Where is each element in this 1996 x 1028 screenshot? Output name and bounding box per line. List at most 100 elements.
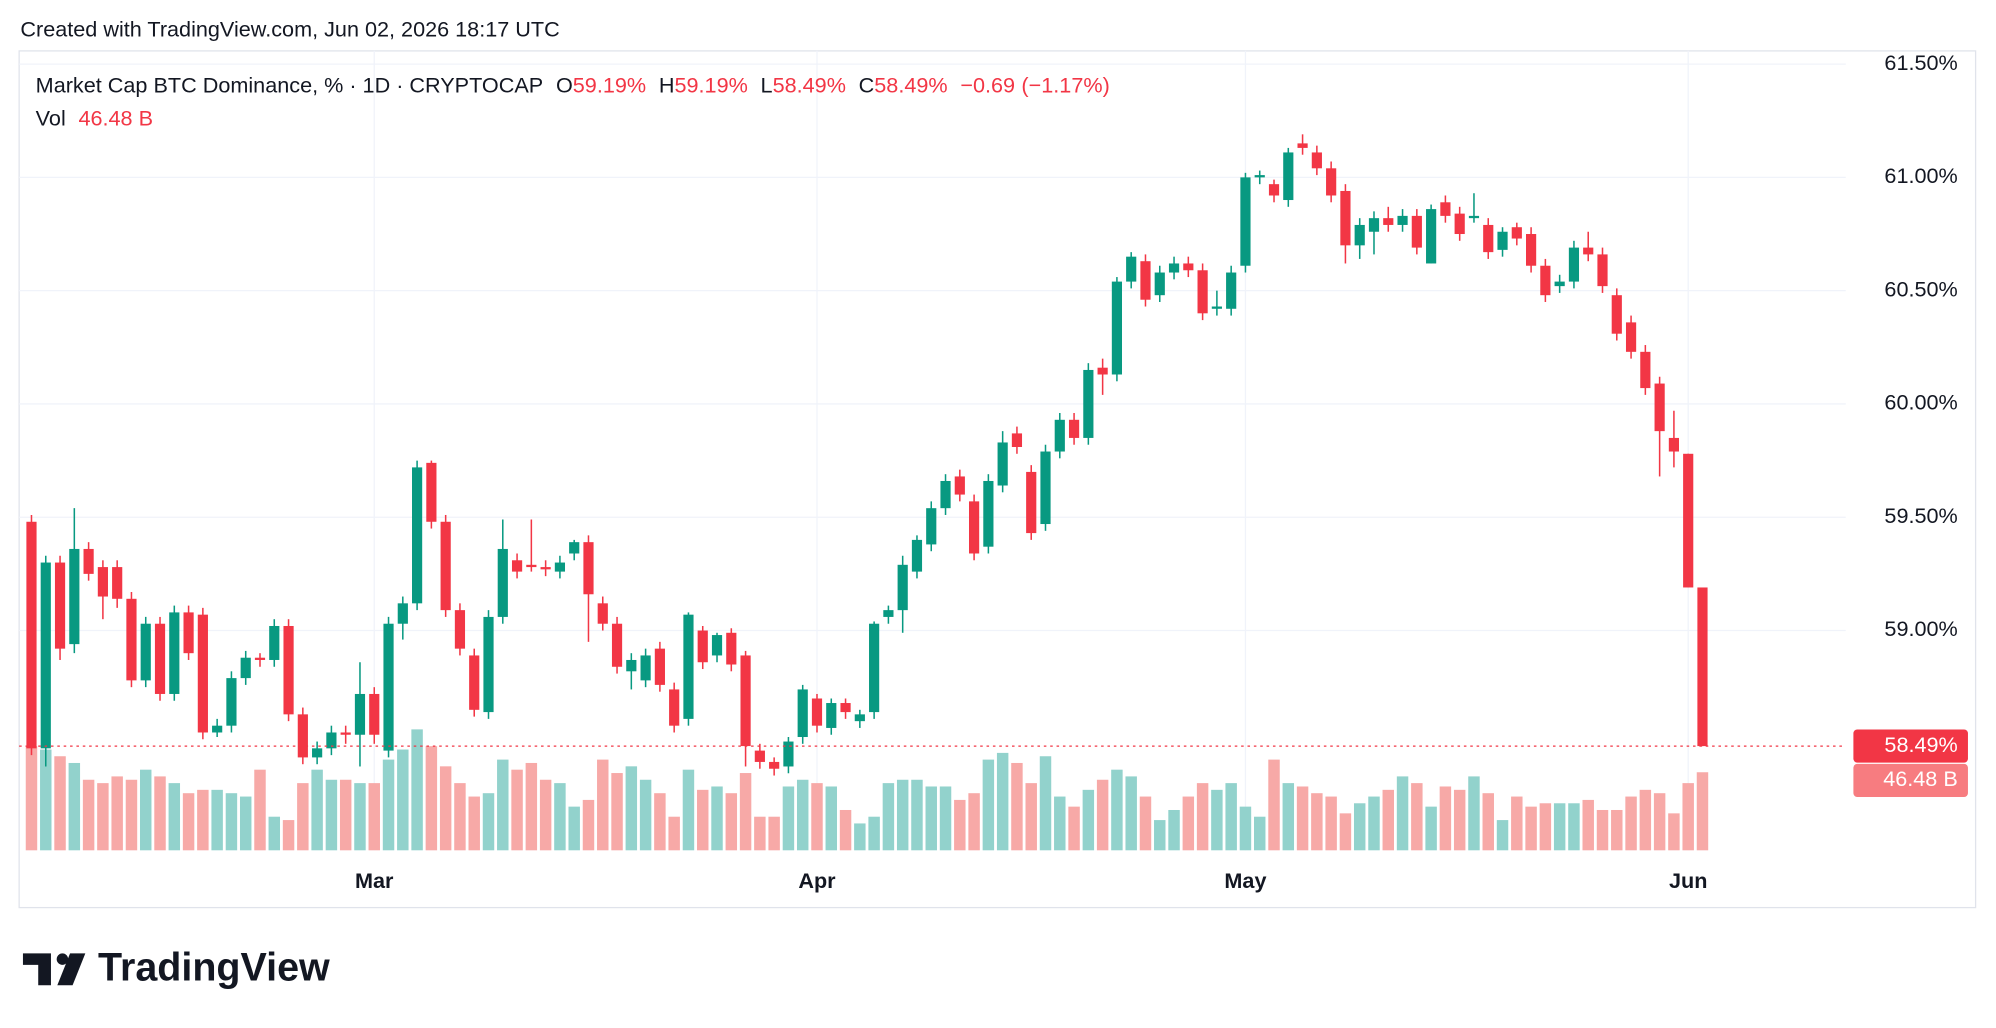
candle-body [354,693,366,735]
candle-body [140,623,151,681]
candle-body [1568,247,1580,282]
y-tick-label: 60.50% [1884,276,1957,301]
candle-body [1154,272,1165,296]
volume-layer [25,729,1709,851]
candle-body [1697,587,1708,747]
volume-bar [1625,796,1637,851]
volume-key: Vol [36,105,66,130]
volume-bar [411,729,423,851]
candle-body [1297,143,1308,148]
volume-bar [868,816,880,851]
candle-body [1011,433,1023,447]
volume-bar [1482,793,1494,851]
volume-bar [1525,806,1537,851]
logo-dot [56,953,69,965]
volume-bar [1425,806,1437,851]
volume-bar [1039,756,1052,851]
volume-bar [339,779,352,851]
candle-body [183,612,194,654]
volume-bar [825,786,838,851]
candle-body [397,603,408,624]
volume-bar [539,779,552,851]
candle-body [969,501,980,554]
volume-bar [1082,789,1095,851]
y-tick-label: 61.50% [1884,50,1957,75]
candle-body [497,548,508,617]
candle-body [126,598,137,681]
volume-bar [1511,796,1523,851]
candle-body [1454,213,1465,235]
volume-bar [1496,820,1509,851]
candle-body [1440,202,1451,216]
volume-bar [1225,783,1237,851]
candle-body [554,562,566,572]
candle-body [1654,383,1665,432]
volume-bar [1596,809,1609,851]
volume-bar [140,769,152,851]
candle-body [1040,451,1051,525]
candle-body [940,480,951,509]
candle-body [40,562,51,749]
candle-body [1668,437,1680,452]
candle-body [1240,177,1251,266]
volume-bar [1539,803,1552,851]
volume-bar [1254,816,1266,851]
volume-bar [1668,813,1680,851]
candle-body [1226,272,1237,309]
candle-body [869,623,880,713]
candle-body [897,564,908,611]
volume-bar [1025,783,1037,851]
candle-body [926,508,937,545]
candle-body [511,560,523,572]
volume-bar [1582,799,1594,851]
brand-logo: TradingView [22,945,330,989]
candle-body [754,750,765,762]
volume-bar [25,746,38,851]
legend-change: −0.69 [960,72,1015,97]
candle-body [997,442,1008,486]
candle-body [654,648,665,685]
candle-body [97,567,108,597]
volume-bar [854,823,866,851]
candle-body [1468,215,1480,219]
candle-body [1497,231,1508,250]
header: Created with TradingView.com, Jun 02, 20… [20,16,559,41]
volume-bar [597,759,609,851]
candle-body [1168,263,1180,273]
volume-bar [739,773,752,851]
volume-bar [1468,776,1480,851]
candle-body [1068,419,1080,438]
volume-bar [668,816,680,851]
volume-bar [268,816,281,851]
volume-bar [482,793,495,851]
candle-body [1340,190,1351,246]
candle-body [883,610,894,617]
candle-body [1426,209,1437,264]
candle-body [1583,247,1594,255]
volume-bar [197,789,209,851]
legend-change-percent: (−1.17%) [1021,72,1109,97]
volume-bar [225,793,238,851]
x-tick-label: Jun [1669,868,1707,893]
volume-bar [625,766,638,851]
volume-bar [839,809,852,851]
legend-key: C [859,72,875,97]
candle-body [226,678,237,726]
volume-bar [896,779,909,851]
volume-bar [754,816,766,851]
volume-bar [1068,806,1080,851]
y-tick-label: 59.00% [1884,616,1957,641]
volume-value: 46.48 B [78,105,153,130]
candle-body [640,655,651,681]
candle-body [911,539,923,572]
volume-bar [211,789,223,851]
volume-bar [954,799,966,851]
candle-body [1483,224,1494,253]
candle-body [569,542,580,554]
y-tick-label: 61.00% [1884,163,1957,188]
candle-body [112,567,123,599]
volume-bar [1125,776,1137,851]
candle-body [826,703,837,728]
volume-bar [1268,759,1280,851]
